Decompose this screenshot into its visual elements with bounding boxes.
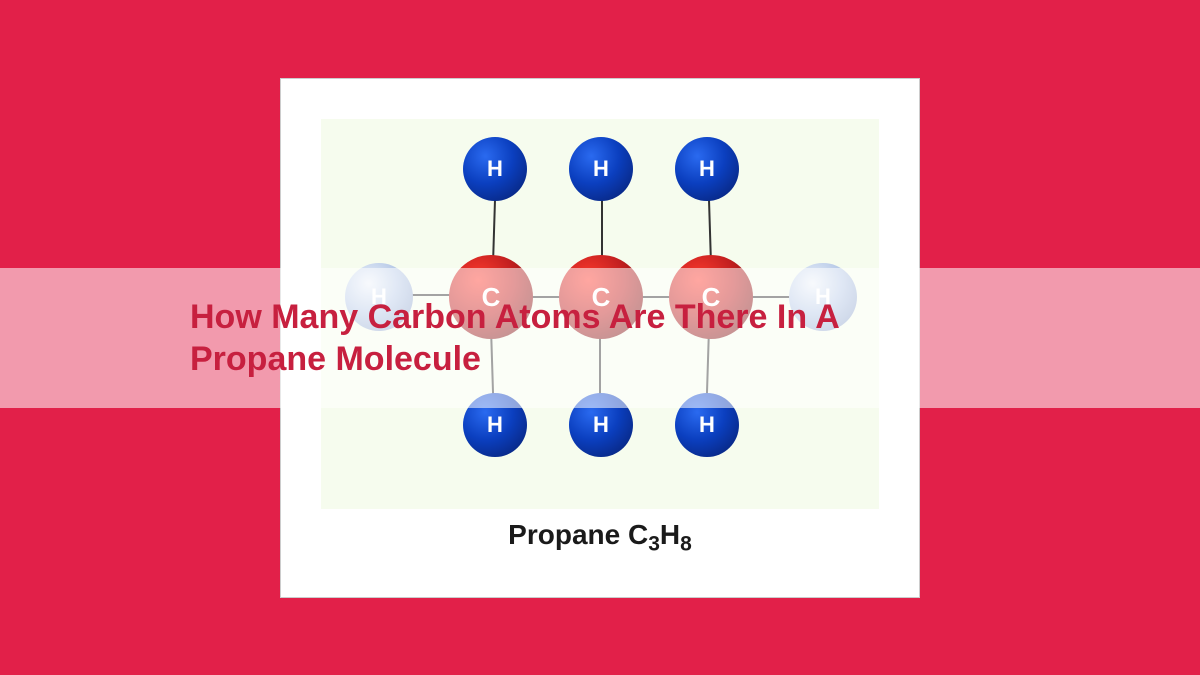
atom-label: H	[487, 156, 503, 182]
hydrogen-atom: H	[569, 137, 633, 201]
title-line-1: How Many Carbon Atoms Are There In A	[190, 298, 840, 336]
title-line-2: Propane Molecule	[190, 340, 481, 378]
molecule-formula-label: Propane C3H8	[281, 519, 919, 557]
atom-label: H	[699, 156, 715, 182]
title-banner: How Many Carbon Atoms Are There In A Pro…	[0, 268, 1200, 408]
atom-label: H	[487, 412, 503, 438]
atom-label: H	[593, 412, 609, 438]
atom-label: H	[699, 412, 715, 438]
title-text: How Many Carbon Atoms Are There In A Pro…	[0, 296, 960, 381]
hydrogen-atom: H	[463, 137, 527, 201]
hydrogen-atom: H	[675, 137, 739, 201]
atom-label: H	[593, 156, 609, 182]
